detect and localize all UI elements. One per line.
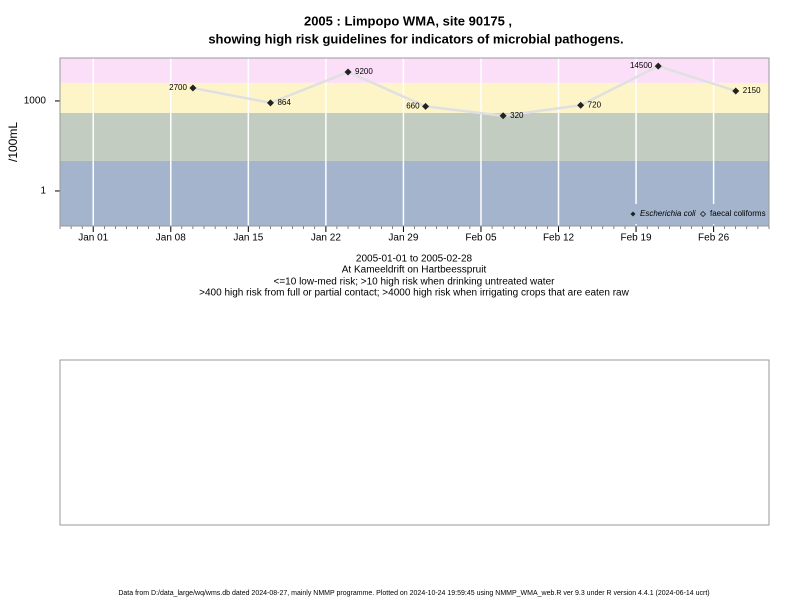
point [732,87,740,95]
y-tick-label: 1 [40,186,46,197]
caption: 2005-01-01 to 2005-02-28 [356,254,473,265]
point [422,102,430,110]
x-tick-label: Jan 15 [233,233,263,244]
legend-marker [699,210,707,218]
legend-marker [630,211,636,217]
y-axis-label: /100mL [6,122,20,162]
x-tick-label: Jan 08 [156,233,186,244]
x-tick-label: Feb 12 [543,233,575,244]
point [266,99,274,107]
risk-band [60,82,769,113]
risk-band [60,112,769,161]
legend-label: Escherichia coli [640,209,696,218]
y-tick-label: 1000 [24,96,47,107]
point [654,62,662,70]
legend-label: faecal coliforms [710,209,766,218]
caption: At Kameeldrift on Hartbeesspruit [342,265,487,276]
data-label: 14500 [630,61,653,70]
risk-band [60,58,769,83]
x-tick-label: Jan 22 [311,233,341,244]
chart-title: showing high risk guidelines for indicat… [208,31,623,46]
data-label: 720 [588,100,602,109]
data-label: 660 [406,101,420,110]
x-tick-label: Feb 19 [620,233,652,244]
x-tick-label: Feb 26 [698,233,730,244]
caption: <=10 low-med risk; >10 high risk when dr… [274,277,556,288]
series-line [192,64,737,118]
chart-title: 2005 : Limpopo WMA, site 90175 , [304,13,512,28]
point [577,101,585,109]
x-tick-label: Jan 29 [388,233,418,244]
data-label: 2700 [169,83,187,92]
data-label: 864 [277,98,291,107]
plot-frame [59,57,770,227]
x-tick-label: Feb 05 [465,233,497,244]
data-label: 9200 [355,67,373,76]
footer: Data from D:/data_large/wq/wms.db dated … [118,590,709,597]
x-tick-label: Jan 01 [78,233,108,244]
caption: >400 high risk from full or partial cont… [199,288,629,299]
point [499,112,507,120]
point [344,68,352,76]
data-label: 320 [510,111,524,120]
point [189,84,197,92]
empty-panel [59,359,770,526]
legend-box [627,204,767,224]
data-label: 2150 [743,86,761,95]
